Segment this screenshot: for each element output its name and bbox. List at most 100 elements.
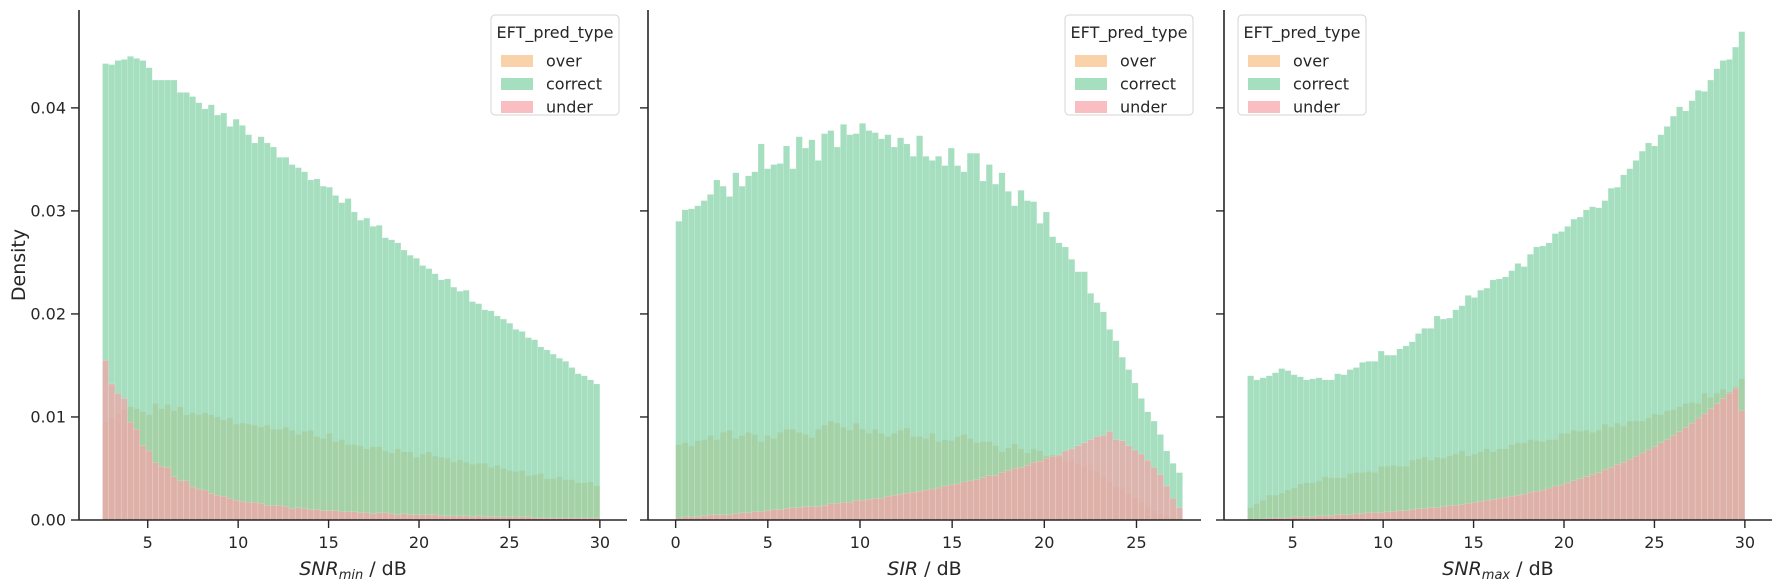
bar-correct	[1520, 266, 1528, 521]
bar-correct	[295, 167, 302, 521]
bar-correct	[176, 92, 184, 521]
bar-under	[928, 488, 936, 521]
x-tick-label: 20	[1554, 533, 1574, 552]
bar-under	[890, 495, 898, 521]
bar-correct	[152, 79, 159, 521]
bar-under	[757, 511, 765, 521]
legend-swatch-under	[1075, 101, 1107, 113]
bar-correct	[1390, 354, 1397, 521]
bar-under	[270, 505, 277, 521]
bar-correct	[732, 172, 740, 521]
y-tick-label: 0.04	[30, 98, 66, 117]
bar-correct	[1272, 372, 1279, 521]
bar-correct	[941, 165, 949, 521]
bar-under	[288, 508, 296, 521]
bar-correct	[1259, 377, 1267, 521]
bar-under	[795, 507, 803, 521]
bar-correct	[1371, 361, 1379, 521]
bar-under	[1093, 436, 1101, 521]
bar-under	[1421, 508, 1429, 521]
bar-correct	[707, 194, 714, 521]
legend-swatch-correct	[1248, 78, 1280, 90]
bar-under	[776, 509, 784, 521]
bar-under	[916, 490, 923, 521]
bar-under	[1087, 439, 1095, 521]
bar-under	[1564, 482, 1571, 521]
bar-under	[1520, 494, 1528, 521]
bar-correct	[884, 134, 892, 521]
legend-label-under: under	[1120, 98, 1167, 117]
bar-correct	[257, 136, 265, 521]
bar-correct	[865, 130, 873, 521]
bar-under	[935, 487, 942, 521]
bar-under	[909, 491, 917, 521]
bar-under	[1365, 512, 1373, 521]
bar-under	[189, 486, 196, 521]
bar-correct	[456, 291, 464, 521]
bar-correct	[369, 226, 377, 521]
bar-under	[1589, 474, 1596, 521]
bar-correct	[871, 132, 879, 521]
bar-under	[245, 502, 252, 521]
bar-under	[1701, 413, 1708, 521]
bar-under	[307, 509, 315, 521]
legend-title: EFT_pred_type	[1071, 23, 1188, 43]
bar-correct	[1446, 317, 1453, 521]
bar-correct	[802, 147, 809, 521]
bar-under	[1583, 476, 1590, 521]
bar-under	[1150, 467, 1158, 521]
bar-correct	[897, 137, 904, 521]
bar-correct	[713, 179, 721, 521]
bar-correct	[263, 142, 271, 521]
x-tick-label: 10	[850, 533, 870, 552]
bar-correct	[350, 211, 358, 521]
bar-correct	[1377, 350, 1385, 521]
bar-correct	[935, 156, 942, 521]
bar-correct	[789, 168, 797, 521]
bar-correct	[1365, 361, 1373, 521]
bar-correct	[1284, 370, 1292, 521]
bar-correct	[859, 123, 866, 521]
bars-group	[1247, 31, 1746, 521]
y-tick-label: 0.00	[30, 511, 66, 530]
bar-correct	[1421, 328, 1429, 521]
bar-correct	[795, 136, 803, 521]
bar-under	[1138, 453, 1145, 521]
bar-correct	[344, 198, 352, 521]
bar-correct	[276, 157, 284, 521]
bar-under	[1023, 465, 1031, 521]
bar-correct	[400, 249, 408, 521]
bar-under	[1645, 449, 1652, 521]
bar-correct	[587, 379, 594, 521]
bar-under	[1017, 467, 1025, 521]
bar-under	[1489, 499, 1497, 521]
bar-under	[1055, 454, 1063, 521]
bar-correct	[326, 187, 333, 521]
bar-under	[1011, 468, 1019, 521]
bar-under	[1620, 462, 1627, 521]
bar-correct	[966, 153, 974, 521]
bar-correct	[1384, 354, 1391, 521]
bar-correct	[947, 147, 955, 521]
bar-correct	[201, 108, 209, 521]
bar-correct	[1402, 345, 1410, 521]
bar-under	[170, 476, 178, 521]
bar-correct	[675, 221, 683, 521]
bar-under	[313, 509, 321, 521]
bar-under	[214, 495, 221, 521]
bar-correct	[1297, 376, 1304, 521]
bar-under	[1558, 484, 1565, 521]
bar-under	[979, 477, 987, 521]
bar-under	[1396, 510, 1404, 521]
bar-under	[1719, 398, 1727, 521]
bar-correct	[1290, 374, 1298, 521]
legend-label-under: under	[1293, 98, 1340, 117]
x-tick-label: 15	[1463, 533, 1483, 552]
bar-correct	[751, 171, 759, 521]
bar-under	[1131, 449, 1139, 521]
bar-correct	[1440, 318, 1447, 521]
bar-under	[1118, 440, 1126, 521]
bar-under	[1446, 505, 1453, 521]
bar-under	[878, 498, 885, 521]
